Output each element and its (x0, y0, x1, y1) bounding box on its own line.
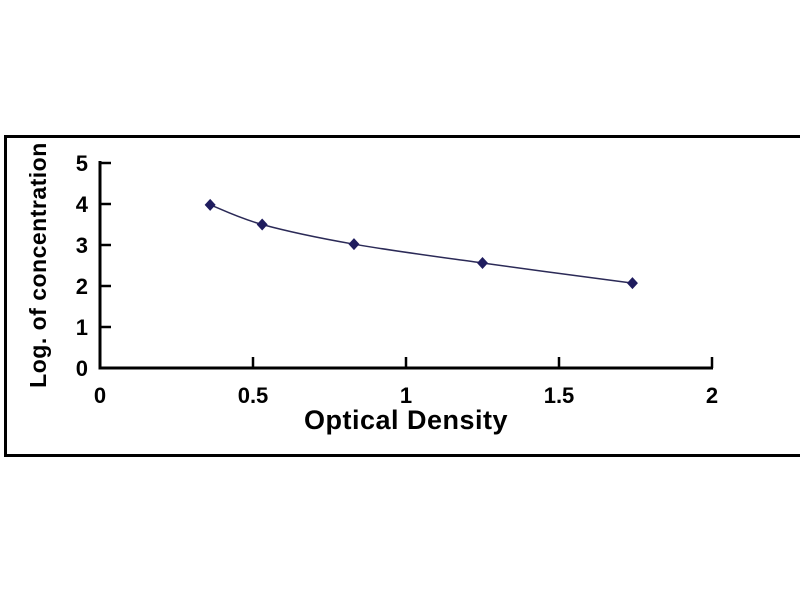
y-tick-label: 0 (76, 356, 88, 381)
data-point-marker (204, 198, 216, 211)
series-line (209, 204, 633, 284)
x-tick-label: 2 (706, 383, 718, 408)
x-tick-label: 1.5 (544, 383, 575, 408)
chart-frame (4, 135, 800, 457)
y-tick-label: 5 (76, 151, 88, 176)
x-tick-label: 1 (400, 383, 412, 408)
x-tick-label: 0 (94, 383, 106, 408)
data-point-marker (626, 277, 638, 290)
y-axis-title: Log. of concentration (25, 142, 51, 388)
data-point-marker (256, 218, 268, 231)
y-tick-label: 2 (76, 274, 88, 299)
data-point-marker (477, 257, 488, 270)
y-tick-label: 4 (76, 192, 89, 217)
y-tick-label: 1 (76, 315, 88, 340)
x-axis-title: Optical Density (303, 405, 509, 435)
y-tick-label: 3 (76, 233, 88, 258)
data-point-marker (348, 238, 360, 251)
x-tick-label: 0.5 (238, 383, 269, 408)
